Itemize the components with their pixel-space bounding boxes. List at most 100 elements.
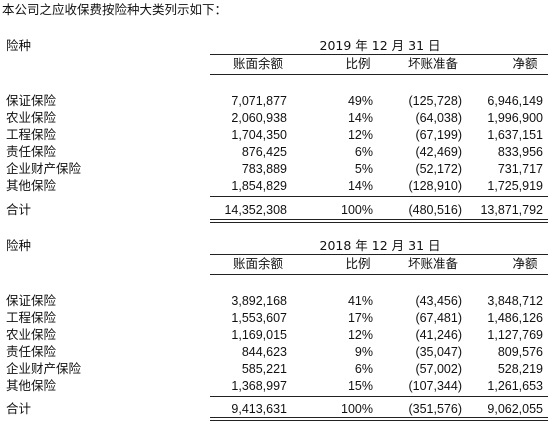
- net-value: 1,127,769: [487, 328, 543, 342]
- balance-value: 585,221: [241, 362, 287, 376]
- total-ratio: 100%: [341, 203, 373, 217]
- ratio-value: 14%: [347, 111, 373, 125]
- row-name: 农业保险: [6, 110, 57, 125]
- table-row: 其他保险 1,368,997 15% (107,344) 1,261,653: [0, 378, 550, 394]
- balance-value: 1,854,829: [231, 179, 287, 193]
- table-row: 农业保险 2,060,938 14% (64,038) 1,996,900: [0, 110, 550, 126]
- total-net: 9,062,055: [487, 402, 543, 416]
- total-net: 13,871,792: [480, 203, 543, 217]
- total-ratio: 100%: [341, 402, 373, 416]
- table-row: 责任保险 876,425 6% (42,469) 833,956: [0, 144, 550, 160]
- category-header: 险种: [6, 238, 32, 253]
- period-date: 2018 年 12 月 31 日: [319, 238, 441, 253]
- ratio-value: 9%: [354, 345, 373, 359]
- ratio-header: 比例: [345, 56, 371, 71]
- net-value: 1,725,919: [487, 179, 543, 193]
- table-row: 工程保险 1,553,607 17% (67,481) 1,486,126: [0, 310, 550, 326]
- table-row: 保证保险 3,892,168 41% (43,456) 3,848,712: [0, 293, 550, 309]
- row-name: 其他保险: [6, 378, 57, 393]
- row-name: 工程保险: [6, 310, 57, 325]
- ratio-value: 14%: [347, 179, 373, 193]
- net-header: 净额: [512, 56, 538, 71]
- balance-value: 7,071,877: [231, 94, 287, 108]
- net-value: 1,261,653: [487, 379, 543, 393]
- total-row: 合计 14,352,308 100% (480,516) 13,871,792: [0, 202, 550, 218]
- net-value: 833,956: [497, 145, 543, 159]
- row-name: 农业保险: [6, 327, 57, 342]
- balance-header: 账面余额: [232, 56, 283, 71]
- total-balance: 9,413,631: [231, 402, 287, 416]
- ratio-value: 12%: [347, 328, 373, 342]
- total-double-rule: [210, 219, 548, 223]
- total-provision: (351,576): [408, 402, 462, 416]
- table-row: 农业保险 1,169,015 12% (41,246) 1,127,769: [0, 327, 550, 343]
- ratio-value: 6%: [354, 145, 373, 159]
- total-double-rule: [210, 417, 548, 421]
- date-underline: [210, 54, 548, 55]
- net-header: 净额: [512, 256, 538, 271]
- provision-value: (128,910): [408, 179, 462, 193]
- provision-value: (43,456): [415, 294, 462, 308]
- table-row: 保证保险 7,071,877 49% (125,728) 6,946,149: [0, 93, 550, 109]
- period-date: 2019 年 12 月 31 日: [319, 38, 441, 53]
- balance-header: 账面余额: [232, 256, 283, 271]
- table-header-top: 险种: [0, 238, 550, 254]
- balance-value: 783,889: [241, 162, 287, 176]
- provision-value: (67,199): [415, 128, 462, 142]
- ratio-value: 6%: [354, 362, 373, 376]
- row-name: 保证保险: [6, 293, 57, 308]
- row-name: 企业财产保险: [6, 161, 82, 176]
- balance-value: 2,060,938: [231, 111, 287, 125]
- provision-value: (64,038): [415, 111, 462, 125]
- header-underline: [210, 74, 548, 75]
- row-name: 工程保险: [6, 127, 57, 142]
- category-header: 险种: [6, 38, 32, 53]
- header-underline: [210, 274, 548, 275]
- subtotal-rule: [210, 396, 548, 397]
- ratio-value: 12%: [347, 128, 373, 142]
- provision-value: (52,172): [415, 162, 462, 176]
- ratio-value: 5%: [354, 162, 373, 176]
- row-name: 责任保险: [6, 344, 57, 359]
- total-balance: 14,352,308: [224, 203, 287, 217]
- table-row: 企业财产保险 585,221 6% (57,002) 528,219: [0, 361, 550, 377]
- balance-value: 844,623: [241, 345, 287, 359]
- total-label: 合计: [6, 202, 32, 217]
- balance-value: 876,425: [241, 145, 287, 159]
- net-value: 809,576: [497, 345, 543, 359]
- provision-header: 坏账准备: [407, 56, 458, 71]
- net-value: 1,637,151: [487, 128, 543, 142]
- table-row: 工程保险 1,704,350 12% (67,199) 1,637,151: [0, 127, 550, 143]
- net-value: 528,219: [497, 362, 543, 376]
- subtotal-rule: [210, 196, 548, 197]
- ratio-value: 15%: [347, 379, 373, 393]
- row-name: 责任保险: [6, 144, 57, 159]
- provision-value: (125,728): [408, 94, 462, 108]
- column-header-row: 账面余额 比例 坏账准备 净额: [0, 56, 550, 72]
- balance-value: 1,553,607: [231, 311, 287, 325]
- net-value: 1,486,126: [487, 311, 543, 325]
- provision-value: (41,246): [415, 328, 462, 342]
- balance-value: 3,892,168: [231, 294, 287, 308]
- net-value: 731,717: [497, 162, 543, 176]
- intro-text: 本公司之应收保费按险种大类列示如下：: [2, 2, 228, 17]
- column-header-row: 账面余额 比例 坏账准备 净额: [0, 256, 550, 272]
- table-row: 其他保险 1,854,829 14% (128,910) 1,725,919: [0, 178, 550, 194]
- provision-value: (107,344): [408, 379, 462, 393]
- total-label: 合计: [6, 401, 32, 416]
- net-value: 3,848,712: [487, 294, 543, 308]
- total-row: 合计 9,413,631 100% (351,576) 9,062,055: [0, 401, 550, 417]
- ratio-value: 17%: [347, 311, 373, 325]
- provision-value: (35,047): [415, 345, 462, 359]
- row-name: 其他保险: [6, 178, 57, 193]
- table-row: 责任保险 844,623 9% (35,047) 809,576: [0, 344, 550, 360]
- balance-value: 1,368,997: [231, 379, 287, 393]
- provision-header: 坏账准备: [407, 256, 458, 271]
- provision-value: (67,481): [415, 311, 462, 325]
- balance-value: 1,169,015: [231, 328, 287, 342]
- provision-value: (42,469): [415, 145, 462, 159]
- date-underline: [210, 254, 548, 255]
- provision-value: (57,002): [415, 362, 462, 376]
- ratio-value: 49%: [347, 94, 373, 108]
- ratio-value: 41%: [347, 294, 373, 308]
